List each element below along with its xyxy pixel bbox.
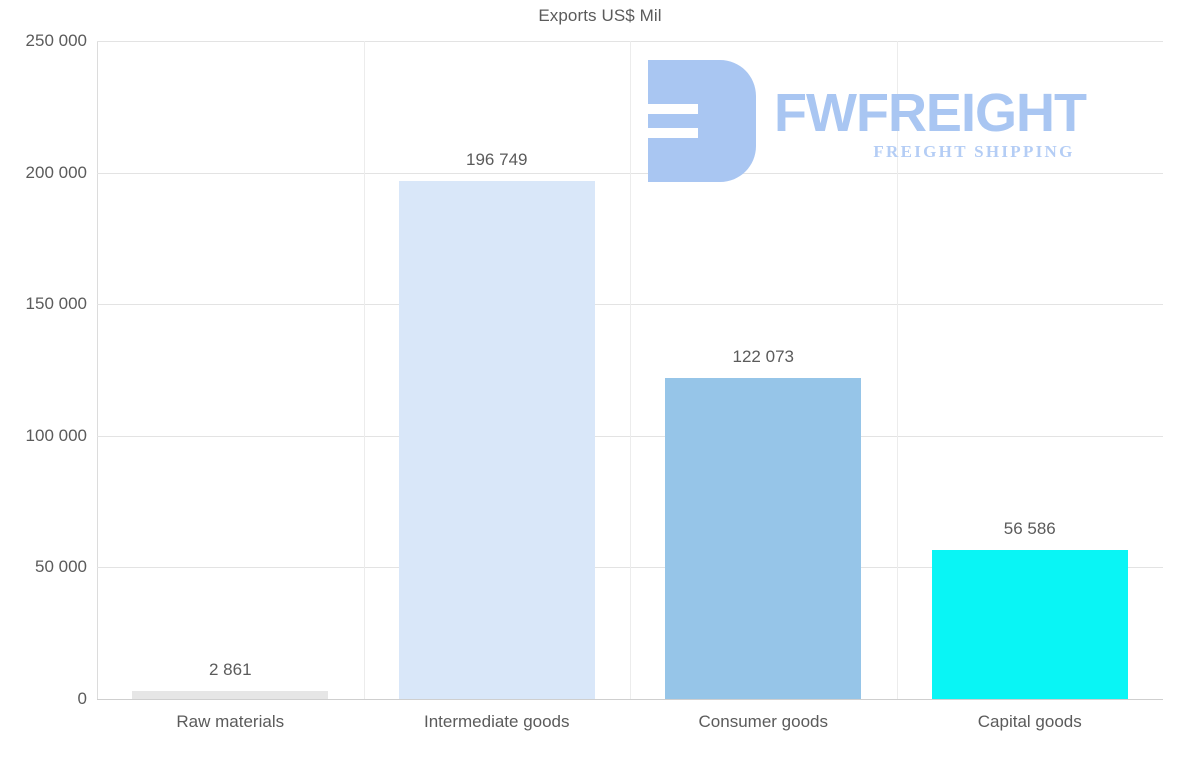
bar[interactable] xyxy=(132,691,329,699)
bar-value-label: 2 861 xyxy=(208,660,252,680)
y-tick-label: 50 000 xyxy=(35,557,87,577)
bar-value-label: 122 073 xyxy=(732,346,794,366)
bar-value-label: 56 586 xyxy=(1003,519,1056,539)
y-tick-label: 150 000 xyxy=(25,294,87,314)
gridline-0 xyxy=(97,699,1163,700)
y-tick-label: 200 000 xyxy=(25,162,87,182)
bar[interactable] xyxy=(931,550,1128,699)
vertical-gridline xyxy=(630,41,631,699)
x-axis-label: Raw materials xyxy=(176,712,285,731)
vertical-gridline xyxy=(897,41,898,699)
plot-area xyxy=(97,41,1163,700)
bar-value-label: 196 749 xyxy=(466,150,528,170)
bar[interactable] xyxy=(398,181,595,699)
y-tick-label: 100 000 xyxy=(25,425,87,445)
x-axis-label: Consumer goods xyxy=(698,712,828,731)
y-tick-label: 250 000 xyxy=(25,31,87,50)
x-axis-label: Capital goods xyxy=(977,712,1082,731)
y-axis-line xyxy=(97,41,98,700)
bar[interactable] xyxy=(665,377,862,699)
chart-title: Exports US$ Mil xyxy=(538,6,662,25)
x-axis-label: Intermediate goods xyxy=(423,712,570,731)
vertical-gridline xyxy=(364,41,365,699)
y-tick-label: 0 xyxy=(77,689,87,708)
